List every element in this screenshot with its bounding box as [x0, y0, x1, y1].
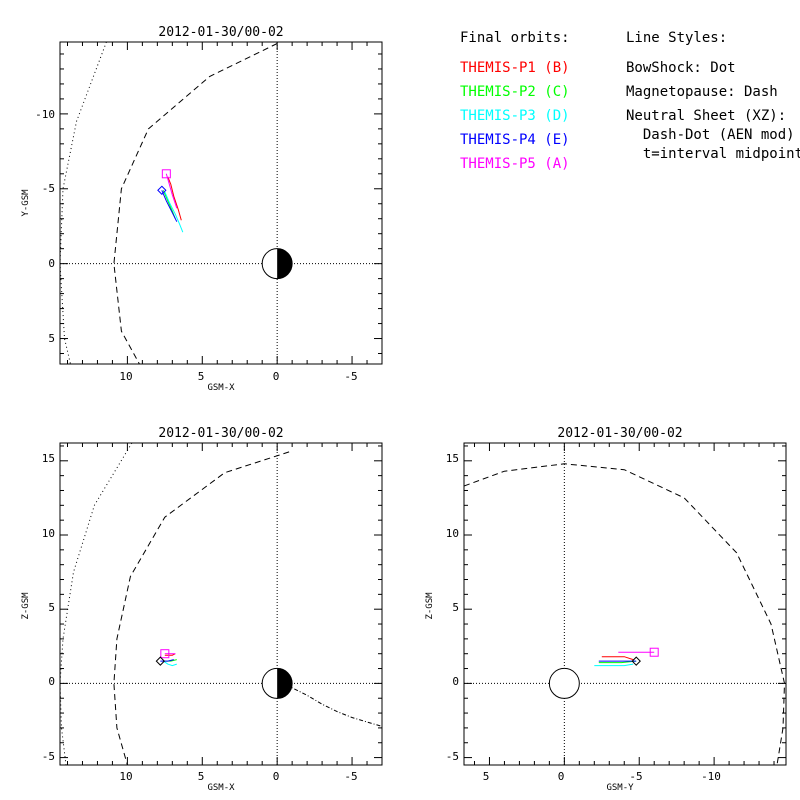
yz-marker-diamond [631, 656, 641, 666]
xz-ytick-4: 15 [42, 452, 55, 465]
panel-xy-plot: 2012-01-30/00-02 GSM-X Y-GSM 10 5 0 -5 -… [21, 25, 383, 393]
legend-probe-p3: THEMIS-P3 (D) [460, 108, 570, 124]
yz-magnetopause-line [464, 463, 786, 765]
legend-style-magnetopause: Magnetopause: Dash [626, 84, 778, 100]
yz-ytick-4: 15 [446, 452, 459, 465]
yz-xtick-2: -5 [629, 770, 642, 783]
legend-styles-title: Line Styles: [626, 30, 727, 46]
yz-xlabel: GSM-Y [606, 783, 634, 793]
xy-marker-diamond [157, 185, 167, 195]
xz-earth-nightside [277, 668, 293, 699]
xy-ytick-2: 0 [48, 257, 55, 270]
xz-marker-square [160, 649, 170, 659]
legend: Final orbits: THEMIS-P1 (B) THEMIS-P2 (C… [460, 30, 800, 172]
xy-orbit-p5 [165, 173, 178, 209]
legend-probe-p1: THEMIS-P1 (B) [460, 60, 570, 76]
legend-probe-p5: THEMIS-P5 (A) [460, 156, 570, 172]
xz-plot-area [60, 443, 382, 765]
legend-style-aen: Dash-Dot (AEN mod) [626, 127, 795, 143]
xz-title: 2012-01-30/00-02 [158, 426, 283, 441]
legend-style-neutral-sheet: Neutral Sheet (XZ): [626, 108, 786, 124]
xz-axes-frame [59, 442, 383, 766]
xz-xtick-0: 10 [119, 770, 132, 783]
yz-ytick-1: 0 [452, 675, 459, 688]
yz-earth [548, 667, 580, 699]
xz-ytick-1: 0 [48, 675, 55, 688]
xz-magnetopause-line [113, 451, 290, 765]
yz-ytick-3: 10 [446, 527, 459, 540]
yz-xtick-0: 5 [483, 770, 490, 783]
xz-xtick-3: -5 [344, 770, 357, 783]
xz-xtick-1: 5 [198, 770, 205, 783]
xz-xlabel: GSM-X [207, 783, 235, 793]
xy-earth-nightside [277, 248, 293, 279]
xz-neutral-sheet-line [277, 682, 382, 727]
xy-ytick-1: -5 [42, 182, 55, 195]
xy-orbit-p4 [161, 190, 178, 222]
xy-plot-area [60, 42, 382, 364]
legend-probe-p2: THEMIS-P2 (C) [460, 84, 570, 100]
legend-probe-p4: THEMIS-P4 (E) [460, 132, 570, 148]
xy-title: 2012-01-30/00-02 [158, 25, 283, 40]
xy-xtick-2: 0 [273, 370, 280, 383]
legend-orbits-title: Final orbits: [460, 30, 570, 46]
panel-yz-plot: 2012-01-30/00-02 GSM-Y Z-GSM 5 0 -5 -10 … [425, 426, 787, 793]
xz-ytick-2: 5 [48, 601, 55, 614]
xy-ytick-0: -10 [35, 108, 55, 121]
yz-orbit-p1 [601, 656, 634, 661]
xz-marker-diamond [155, 656, 166, 666]
xy-orbit-p3 [164, 191, 184, 233]
yz-title: 2012-01-30/00-02 [557, 426, 682, 441]
xz-ytick-0: -5 [42, 750, 55, 763]
yz-ytick-2: 5 [452, 601, 459, 614]
yz-orbit-p3 [594, 663, 634, 667]
xy-orbit-p1 [167, 176, 182, 221]
legend-style-midpoint: t=interval midpoint [626, 146, 800, 162]
yz-xtick-1: 0 [558, 770, 565, 783]
yz-ylabel: Z-GSM [425, 592, 435, 620]
yz-marker-square [649, 647, 659, 657]
xy-magnetopause-line [113, 43, 278, 364]
xy-xtick-0: 10 [119, 370, 132, 383]
xz-ylabel: Z-GSM [21, 592, 31, 620]
xy-ylabel: Y-GSM [21, 189, 31, 217]
xz-bowshock-line [60, 443, 133, 765]
yz-axes-frame [463, 442, 787, 766]
yz-xtick-3: -10 [701, 770, 721, 783]
xy-axes-frame [59, 41, 383, 365]
xy-xtick-1: 5 [198, 370, 205, 383]
xy-ytick-3: 5 [48, 332, 55, 345]
xz-xtick-2: 0 [273, 770, 280, 783]
xy-marker-square [161, 169, 171, 179]
panel-xz-plot: 2012-01-30/00-02 GSM-X Z-GSM 10 5 0 -5 -… [21, 426, 383, 793]
legend-style-bowshock: BowShock: Dot [626, 60, 736, 76]
yz-plot-area [464, 443, 786, 765]
xz-orbit-p4 [160, 659, 174, 662]
yz-ytick-0: -5 [446, 750, 459, 763]
xy-xlabel: GSM-X [207, 383, 235, 393]
xy-xtick-3: -5 [344, 370, 357, 383]
xz-ytick-3: 10 [42, 527, 55, 540]
xz-orbit-p3 [163, 660, 177, 667]
